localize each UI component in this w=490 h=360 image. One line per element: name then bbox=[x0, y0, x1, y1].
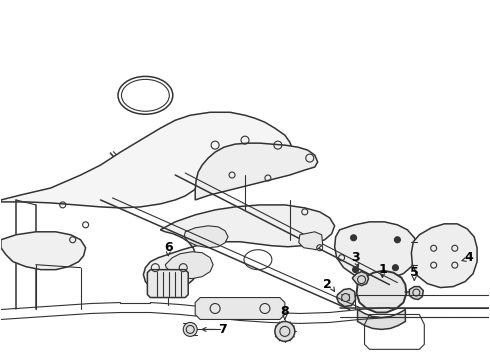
Text: 4: 4 bbox=[465, 251, 473, 264]
Text: 3: 3 bbox=[351, 251, 360, 264]
Polygon shape bbox=[165, 252, 213, 279]
Text: 6: 6 bbox=[164, 241, 172, 254]
Polygon shape bbox=[184, 226, 228, 248]
Polygon shape bbox=[299, 232, 323, 250]
Text: 7: 7 bbox=[218, 323, 226, 336]
Circle shape bbox=[394, 237, 400, 243]
Circle shape bbox=[342, 293, 349, 302]
Polygon shape bbox=[412, 224, 477, 288]
Polygon shape bbox=[1, 112, 293, 208]
Circle shape bbox=[392, 265, 398, 271]
Polygon shape bbox=[195, 143, 318, 200]
Polygon shape bbox=[195, 298, 285, 319]
Polygon shape bbox=[353, 272, 368, 285]
Text: 1: 1 bbox=[378, 263, 387, 276]
Circle shape bbox=[275, 321, 295, 341]
Circle shape bbox=[350, 235, 357, 241]
Polygon shape bbox=[147, 270, 188, 298]
Polygon shape bbox=[144, 205, 335, 291]
Polygon shape bbox=[357, 271, 406, 312]
Polygon shape bbox=[409, 287, 423, 300]
Text: 2: 2 bbox=[323, 278, 332, 291]
Polygon shape bbox=[1, 232, 86, 270]
Text: 8: 8 bbox=[281, 305, 289, 318]
Polygon shape bbox=[335, 222, 417, 280]
Circle shape bbox=[183, 323, 197, 336]
Circle shape bbox=[353, 267, 359, 273]
Polygon shape bbox=[337, 289, 356, 306]
Text: 5: 5 bbox=[410, 266, 419, 279]
Polygon shape bbox=[358, 310, 405, 329]
